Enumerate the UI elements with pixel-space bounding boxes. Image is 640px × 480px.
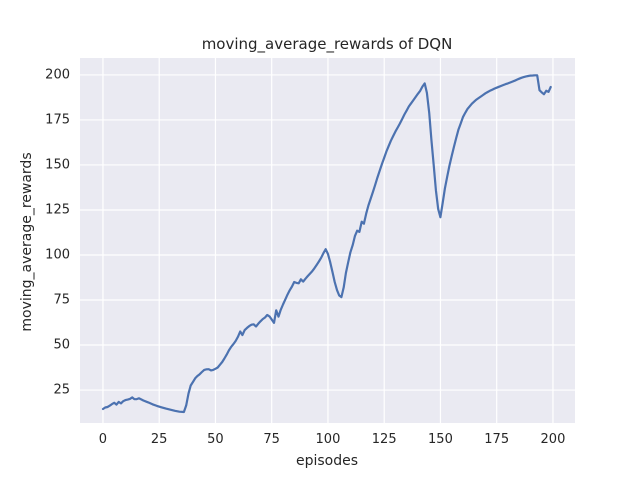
x-tick-label: 75 [263,432,280,447]
x-tick-label: 0 [98,432,108,447]
y-tick-label: 200 [45,67,70,83]
x-tick-label: 25 [150,432,168,447]
x-tick-label: 125 [371,432,397,447]
y-tick-label: 100 [45,247,70,263]
y-tick-label: 125 [45,202,70,218]
x-tick-label: 150 [428,432,453,447]
chart-title: moving_average_rewards of DQN [201,35,453,53]
y-tick-label: 25 [53,382,70,398]
x-tick-label: 200 [540,432,566,447]
x-tick-label: 175 [484,432,510,447]
reward-line [101,74,552,414]
x-tick-label: 100 [315,432,341,447]
y-tick-label: 150 [45,157,70,173]
y-tick-label: 75 [53,292,70,308]
x-tick-label: 50 [207,432,224,447]
y-axis-label: moving_average_rewards [19,152,35,332]
y-tick-label: 175 [45,112,70,128]
y-tick-label: 50 [53,337,70,353]
x-axis-label: episodes [295,453,359,469]
